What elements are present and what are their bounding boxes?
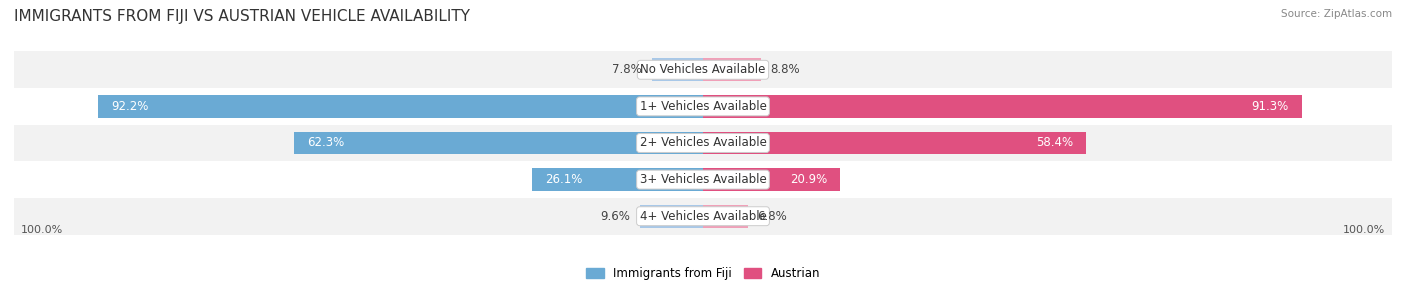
Bar [14, 88, 1392, 125]
Bar [14, 51, 1392, 88]
Text: 58.4%: 58.4% [1036, 136, 1073, 150]
Legend: Immigrants from Fiji, Austrian: Immigrants from Fiji, Austrian [586, 267, 820, 280]
Bar [14, 161, 1392, 198]
Bar [652, 58, 703, 81]
Text: 9.6%: 9.6% [600, 210, 630, 223]
Text: 100.0%: 100.0% [1343, 225, 1385, 235]
Text: 20.9%: 20.9% [790, 173, 827, 186]
Bar [703, 205, 748, 228]
Bar [14, 125, 1392, 161]
Text: IMMIGRANTS FROM FIJI VS AUSTRIAN VEHICLE AVAILABILITY: IMMIGRANTS FROM FIJI VS AUSTRIAN VEHICLE… [14, 9, 470, 23]
Text: 62.3%: 62.3% [308, 136, 344, 150]
Text: Source: ZipAtlas.com: Source: ZipAtlas.com [1281, 9, 1392, 19]
Bar [640, 205, 703, 228]
Text: 8.8%: 8.8% [770, 63, 800, 76]
Text: No Vehicles Available: No Vehicles Available [640, 63, 766, 76]
Text: 6.8%: 6.8% [758, 210, 787, 223]
Text: 3+ Vehicles Available: 3+ Vehicles Available [640, 173, 766, 186]
Text: 92.2%: 92.2% [111, 100, 149, 113]
Bar [703, 132, 1087, 154]
Bar [703, 168, 841, 191]
Text: 26.1%: 26.1% [546, 173, 582, 186]
Bar [98, 95, 703, 118]
Text: 7.8%: 7.8% [612, 63, 643, 76]
Bar [531, 168, 703, 191]
Bar [14, 198, 1392, 235]
Text: 4+ Vehicles Available: 4+ Vehicles Available [640, 210, 766, 223]
Text: 91.3%: 91.3% [1251, 100, 1289, 113]
Bar [703, 95, 1302, 118]
Text: 2+ Vehicles Available: 2+ Vehicles Available [640, 136, 766, 150]
Text: 100.0%: 100.0% [21, 225, 63, 235]
Bar [703, 58, 761, 81]
Bar [294, 132, 703, 154]
Text: 1+ Vehicles Available: 1+ Vehicles Available [640, 100, 766, 113]
